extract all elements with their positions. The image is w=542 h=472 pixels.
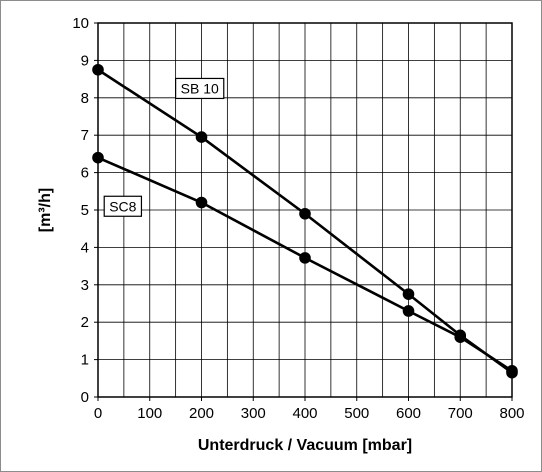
y-tick-label: 3 bbox=[81, 277, 89, 294]
data-point-sc8 bbox=[299, 252, 311, 264]
series-label-text: SC8 bbox=[109, 198, 136, 214]
y-tick-label: 2 bbox=[81, 314, 89, 331]
x-tick-label: 200 bbox=[189, 405, 214, 422]
y-tick-label: 5 bbox=[81, 202, 89, 219]
x-tick-label: 300 bbox=[241, 405, 266, 422]
x-axis-ticks: 0 100 200 300 400 500 600 700 800 bbox=[94, 397, 525, 422]
series-label-sb10: SB 10 bbox=[175, 77, 225, 100]
series-label-box bbox=[103, 195, 143, 217]
data-point-sb10 bbox=[92, 63, 104, 76]
data-point-sb10 bbox=[402, 288, 415, 300]
series-labels: SB 10 SC8 bbox=[103, 77, 225, 217]
data-point-sc8 bbox=[506, 365, 518, 377]
y-tick-label: 9 bbox=[81, 52, 89, 69]
y-tick-label: 0 bbox=[81, 389, 89, 406]
x-tick-label: 500 bbox=[344, 405, 369, 422]
series-group bbox=[92, 63, 518, 379]
y-tick-label: 8 bbox=[81, 90, 89, 107]
series-label-sc8: SC8 bbox=[103, 195, 143, 217]
y-tick-label: 6 bbox=[81, 165, 89, 182]
y-tick-label: 4 bbox=[81, 239, 89, 256]
y-tick-label: 1 bbox=[81, 352, 89, 369]
y-tick-label: 10 bbox=[72, 15, 89, 32]
data-point-sc8 bbox=[454, 331, 467, 343]
x-tick-label: 100 bbox=[137, 405, 162, 422]
x-tick-label: 800 bbox=[499, 405, 524, 422]
y-axis-ticks: 0 1 2 3 4 5 6 7 8 9 10 bbox=[72, 15, 98, 406]
x-axis-title: Unterdruck / Vacuum [mbar] bbox=[198, 437, 412, 454]
x-tick-label: 400 bbox=[292, 405, 317, 422]
series-line-sc8 bbox=[97, 156, 513, 372]
data-point-sb10 bbox=[299, 207, 311, 220]
x-tick-label: 600 bbox=[396, 405, 421, 422]
data-point-sc8 bbox=[92, 151, 104, 164]
series-label-box bbox=[175, 77, 225, 100]
x-tick-label: 0 bbox=[94, 405, 102, 422]
y-axis-title: [m³/h] bbox=[37, 188, 54, 232]
data-point-sb10 bbox=[195, 131, 208, 143]
y-tick-label: 7 bbox=[81, 127, 89, 144]
data-point-sc8 bbox=[402, 305, 415, 317]
series-label-text: SB 10 bbox=[181, 80, 219, 96]
x-tick-label: 700 bbox=[448, 405, 473, 422]
data-point-sc8 bbox=[195, 196, 208, 209]
